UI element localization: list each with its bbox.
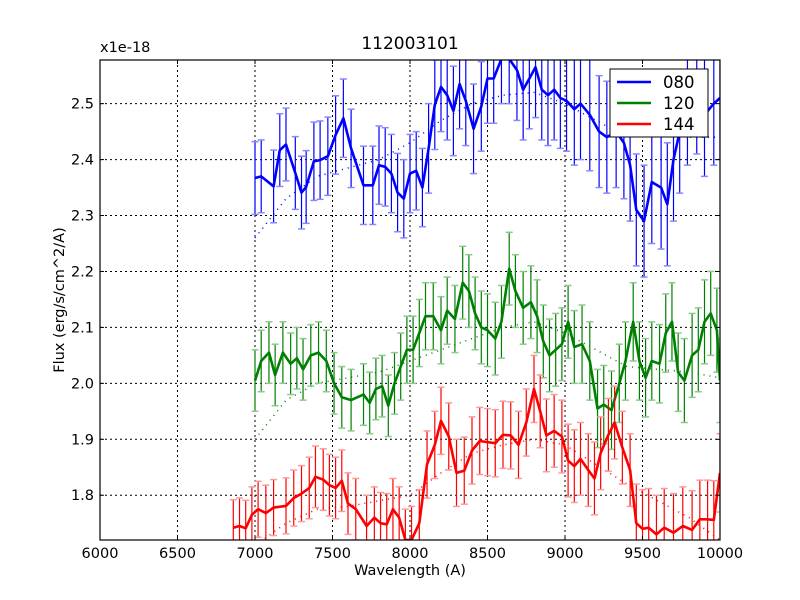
series-080	[251, 60, 720, 278]
x-tick-label: 8500	[469, 546, 506, 562]
y-offset-label: x1e-18	[100, 40, 150, 56]
series-144	[229, 354, 720, 540]
x-tick-label: 7000	[237, 546, 274, 562]
y-axis-label: Flux (erg/s/cm^2/A)	[52, 227, 68, 373]
chart-title: 112003101	[361, 34, 458, 54]
x-tick-label: 10000	[697, 546, 743, 562]
x-tick-label: 6500	[159, 546, 196, 562]
y-tick-label: 2.3	[71, 209, 94, 225]
plot-area	[229, 60, 720, 540]
legend: 080 120 144	[609, 68, 709, 138]
x-tick-label: 7500	[314, 546, 351, 562]
y-tick-label: 2.5	[71, 97, 94, 113]
axis-ticks: 6000 6500 7000 7500 8000 8500 9000 9500 10000 1.8…	[71, 60, 743, 562]
series-120	[251, 231, 720, 451]
y-tick-label: 2.1	[71, 320, 94, 336]
y-tick-label: 2.0	[71, 376, 94, 392]
x-tick-label: 9000	[547, 546, 584, 562]
legend-label: 144	[663, 115, 695, 134]
series-line	[254, 60, 720, 223]
y-tick-label: 1.8	[71, 488, 94, 504]
x-tick-label: 9500	[624, 546, 661, 562]
y-tick-label: 2.2	[71, 264, 94, 280]
series-line	[253, 267, 720, 412]
x-tick-label: 8000	[392, 546, 429, 562]
legend-label: 120	[663, 94, 695, 113]
x-tick-label: 6000	[82, 546, 119, 562]
x-axis-label: Wavelength (A)	[354, 563, 466, 579]
series-line	[232, 387, 720, 540]
y-tick-label: 1.9	[71, 432, 94, 448]
legend-item-144: 144	[617, 115, 695, 134]
legend-label: 080	[663, 73, 695, 92]
y-tick-label: 2.4	[71, 153, 94, 169]
legend-item-080: 080	[617, 73, 695, 92]
legend-item-120: 120	[617, 94, 695, 113]
